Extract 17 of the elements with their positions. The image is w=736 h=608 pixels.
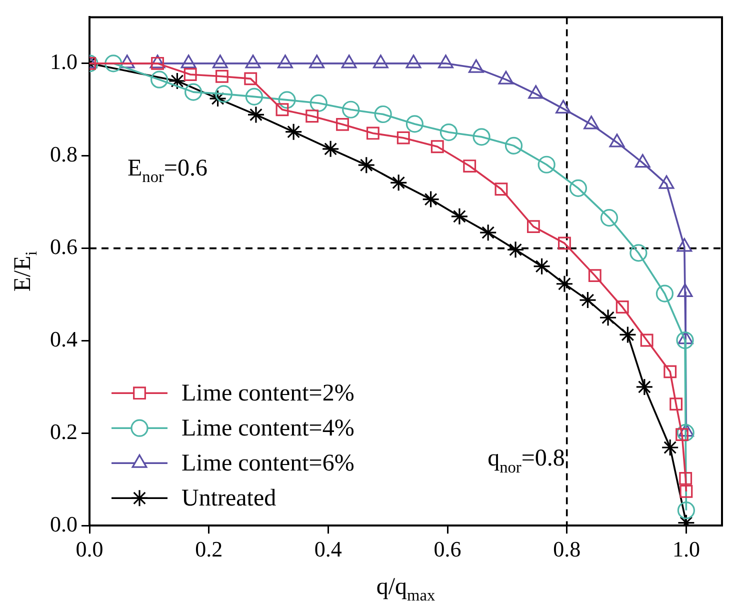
legend-label: Lime content=6% <box>182 450 354 476</box>
x-tick-label: 0.8 <box>553 536 581 562</box>
legend-label: Lime content=4% <box>182 415 354 442</box>
x-tick-label: 0.6 <box>434 536 462 562</box>
x-tick-label: 0.4 <box>314 536 342 562</box>
y-tick-label: 0.4 <box>50 326 78 352</box>
y-axis-title: E/Ei <box>10 250 41 292</box>
y-tick-label: 0.2 <box>50 418 78 444</box>
legend-label: Untreated <box>182 485 276 512</box>
x-tick-label: 0.2 <box>195 536 223 562</box>
y-tick-label: 0.6 <box>50 234 78 260</box>
x-tick-label: 1.0 <box>672 536 700 562</box>
y-tick-label: 0.0 <box>50 511 78 536</box>
legend-label: Lime content=2% <box>182 380 354 406</box>
y-tick-label: 1.0 <box>50 49 78 74</box>
y-tick-label: 0.8 <box>50 142 78 167</box>
x-tick-label: 0.0 <box>76 536 104 562</box>
